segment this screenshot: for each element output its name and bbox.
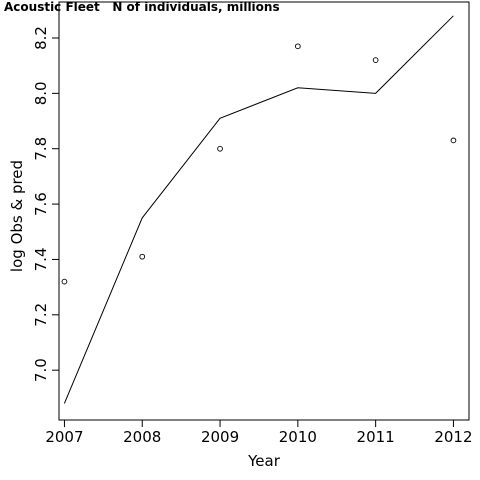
y-axis: 7.0 7.2 7.4 7.6 7.8 8.0 8.2 [32,26,59,382]
x-tick-label: 2010 [279,428,317,446]
y-tick-label: 7.2 [32,303,50,327]
y-tick-label: 8.2 [32,26,50,50]
x-tick-label: 2009 [201,428,239,446]
plot-frame [58,1,470,421]
observed-point [61,278,68,285]
x-tick-label: 2011 [357,428,395,446]
predicted-series [63,15,454,404]
predicted-line [63,15,454,404]
observed-series [61,43,457,285]
x-tick-label: 2008 [123,428,161,446]
y-axis-label: log Obs & pred [8,160,26,272]
x-tick-label: 2012 [434,428,472,446]
y-tick-label: 7.8 [32,137,50,161]
observed-point [450,137,457,144]
observed-point [139,253,146,260]
observed-point [294,43,301,50]
x-axis-label: Year [247,452,281,470]
y-tick-label: 7.4 [32,248,50,272]
x-axis: 2007 2008 2009 2010 2011 2012 [45,420,473,446]
y-tick-label: 8.0 [32,81,50,105]
y-tick-label: 7.6 [32,192,50,216]
y-tick-label: 7.0 [32,358,50,382]
observed-point [372,57,379,63]
chart-title: Acoustic Fleet N of individuals, million… [4,0,280,14]
observed-point [217,145,223,152]
x-tick-label: 2007 [45,428,83,446]
